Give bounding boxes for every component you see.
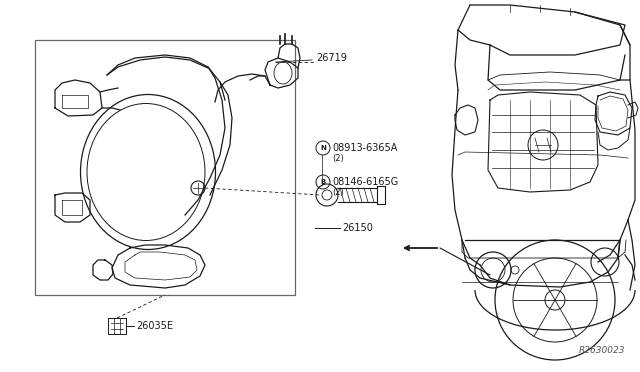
Text: R2630023: R2630023 — [579, 346, 625, 355]
Text: 08146-6165G: 08146-6165G — [332, 177, 398, 187]
Text: N: N — [320, 145, 326, 151]
Text: B: B — [321, 179, 326, 185]
Text: 08913-6365A: 08913-6365A — [332, 143, 397, 153]
Text: (2): (2) — [332, 187, 344, 196]
Text: 26150: 26150 — [342, 223, 373, 233]
Text: 26719: 26719 — [316, 53, 347, 63]
Text: (2): (2) — [332, 154, 344, 163]
Text: 26035E: 26035E — [136, 321, 173, 331]
Bar — [35, 40, 295, 295]
